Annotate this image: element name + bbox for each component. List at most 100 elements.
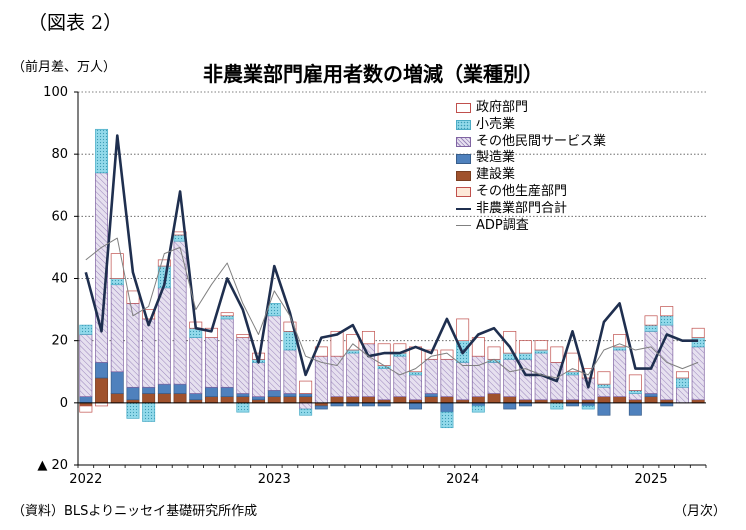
y-unit-label: （前月差、万人） xyxy=(12,60,117,75)
legend-item: 非農業部門合計 xyxy=(456,201,606,218)
bar-segment xyxy=(299,408,313,416)
series-line-adp xyxy=(85,237,699,379)
bar-segment xyxy=(157,383,171,394)
legend-label: 非農業部門合計 xyxy=(476,200,568,216)
bar-segment xyxy=(236,396,250,404)
legend-label: その他民間サービス業 xyxy=(476,133,607,149)
bar-segment xyxy=(409,371,423,376)
bar-segment xyxy=(126,402,140,419)
y-tick-label: 40 xyxy=(51,272,68,287)
x-tick-label: 2022 xyxy=(69,472,102,487)
bar-segment xyxy=(534,340,548,351)
legend-swatch xyxy=(456,103,471,114)
y-tick-label: ▲ 20 xyxy=(37,458,68,473)
bar-segment xyxy=(95,362,109,379)
bar-segment xyxy=(393,355,407,397)
bar-segment xyxy=(518,340,532,354)
bar-segment xyxy=(204,386,218,397)
bar-segment xyxy=(236,337,250,394)
source-note: （資料）BLSよりニッセイ基礎研究所作成 xyxy=(12,504,258,519)
legend-label: 製造業 xyxy=(476,150,516,166)
bar-segment xyxy=(361,396,375,404)
bar-segment xyxy=(409,374,423,401)
legend-swatch xyxy=(456,170,471,181)
legend-label: 政府部門 xyxy=(476,100,529,115)
bar-segment xyxy=(110,278,124,286)
chart-title: 非農業部門雇用者数の増減（業種別） xyxy=(203,62,543,86)
bar-segment xyxy=(550,402,564,410)
bar-segment xyxy=(675,377,689,388)
bar-segment xyxy=(267,315,281,391)
bar-segment xyxy=(252,362,266,397)
bar-segment xyxy=(487,346,501,360)
legend-label: 小売業 xyxy=(476,116,516,132)
bar-segment xyxy=(283,349,297,394)
bar-segment xyxy=(424,396,438,404)
bar-segment xyxy=(660,306,674,317)
bar-segment xyxy=(518,352,532,360)
bar-segment xyxy=(220,396,234,404)
series-line-total xyxy=(84,134,699,389)
legend-swatch xyxy=(456,136,471,147)
bar-segment xyxy=(691,327,705,338)
bar-segment xyxy=(597,383,611,388)
bar-segment xyxy=(581,405,595,410)
bar-segment xyxy=(628,393,642,401)
bar-segment xyxy=(204,337,218,388)
bar-segment xyxy=(157,393,171,404)
x-tick-label: 2025 xyxy=(635,472,668,487)
bar-segment xyxy=(361,330,375,345)
bar-segment xyxy=(314,405,328,410)
bar-segment xyxy=(95,377,109,404)
chart-legend: 政府部門 小売業 その他民間サービス業 製造業 建設業 その他生産部門 非農業部門合計 ADP… xyxy=(456,100,606,234)
bar-segment xyxy=(79,324,93,335)
bar-segment xyxy=(628,374,642,391)
bar-segment xyxy=(471,396,485,404)
legend-item: 政府部門 xyxy=(456,100,606,117)
x-tick-label: 2023 xyxy=(258,472,291,487)
bar-segment xyxy=(299,402,313,410)
bar-segment xyxy=(252,396,266,401)
bar-segment xyxy=(613,334,627,348)
bar-segment xyxy=(566,371,580,376)
legend-swatch xyxy=(456,120,471,131)
bar-segment xyxy=(299,393,313,397)
bar-segment xyxy=(173,393,187,404)
bar-segment xyxy=(299,396,313,404)
y-tick-label: 60 xyxy=(51,209,68,224)
bar-segment xyxy=(471,337,485,357)
legend-item: 小売業 xyxy=(456,117,606,134)
bar-segment xyxy=(142,402,156,422)
bar-segment xyxy=(299,380,313,394)
legend-item: その他生産部門 xyxy=(456,184,606,201)
bar-segment xyxy=(157,287,171,385)
bar-segment xyxy=(566,374,580,401)
bar-segment xyxy=(330,330,344,357)
bar-segment xyxy=(440,358,454,397)
legend-swatch xyxy=(456,187,471,198)
bar-segment xyxy=(503,330,517,354)
bar-segment xyxy=(440,349,454,360)
y-tick-label: 20 xyxy=(51,334,68,349)
bar-segment xyxy=(110,393,124,404)
y-tick-label: 100 xyxy=(43,85,68,100)
bar-segment xyxy=(346,352,360,397)
bar-segment xyxy=(471,405,485,413)
figure-label: （図表 2） xyxy=(28,12,123,34)
bar-segment xyxy=(79,405,93,413)
bar-segment xyxy=(503,396,517,404)
bar-segment xyxy=(236,402,250,413)
bar-segment xyxy=(597,371,611,385)
bar-segment xyxy=(409,402,423,410)
bar-segment xyxy=(456,318,470,342)
bar-segment xyxy=(236,334,250,338)
bar-segment xyxy=(440,402,454,413)
bar-segment xyxy=(644,324,658,332)
bar-segment xyxy=(236,393,250,397)
bar-segment xyxy=(220,315,234,320)
bar-segment xyxy=(157,259,171,267)
bar-segment xyxy=(220,386,234,397)
bar-segment xyxy=(675,386,689,404)
bar-segment xyxy=(142,318,156,388)
